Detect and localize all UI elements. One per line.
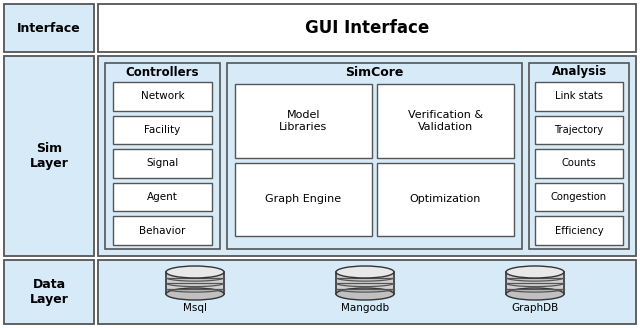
FancyBboxPatch shape — [377, 162, 514, 236]
FancyBboxPatch shape — [535, 216, 623, 245]
FancyBboxPatch shape — [98, 56, 636, 256]
Text: Trajectory: Trajectory — [554, 125, 604, 135]
FancyBboxPatch shape — [535, 183, 623, 212]
FancyBboxPatch shape — [227, 63, 522, 249]
FancyBboxPatch shape — [166, 272, 224, 294]
FancyBboxPatch shape — [105, 63, 220, 249]
FancyBboxPatch shape — [4, 56, 94, 256]
FancyBboxPatch shape — [4, 260, 94, 324]
Text: GraphDB: GraphDB — [511, 303, 559, 313]
Text: Counts: Counts — [562, 158, 596, 169]
Text: Congestion: Congestion — [551, 192, 607, 202]
Text: Facility: Facility — [145, 125, 180, 135]
Text: Behavior: Behavior — [140, 226, 186, 236]
Text: Link stats: Link stats — [555, 91, 603, 101]
Ellipse shape — [506, 288, 564, 300]
Text: Agent: Agent — [147, 192, 178, 202]
Text: Analysis: Analysis — [552, 66, 607, 78]
FancyBboxPatch shape — [113, 82, 212, 111]
FancyBboxPatch shape — [336, 272, 394, 294]
FancyBboxPatch shape — [535, 149, 623, 178]
FancyBboxPatch shape — [113, 115, 212, 144]
FancyBboxPatch shape — [529, 63, 629, 249]
FancyBboxPatch shape — [506, 272, 564, 294]
Ellipse shape — [166, 266, 224, 278]
Text: Optimization: Optimization — [410, 194, 481, 204]
Ellipse shape — [506, 266, 564, 278]
Text: Verification &
Validation: Verification & Validation — [408, 110, 483, 132]
FancyBboxPatch shape — [113, 183, 212, 212]
Text: Model
Libraries: Model Libraries — [280, 110, 328, 132]
Ellipse shape — [336, 266, 394, 278]
FancyBboxPatch shape — [113, 149, 212, 178]
Ellipse shape — [336, 288, 394, 300]
Ellipse shape — [166, 288, 224, 300]
FancyBboxPatch shape — [98, 4, 636, 52]
Text: Interface: Interface — [17, 22, 81, 34]
FancyBboxPatch shape — [535, 82, 623, 111]
Text: Mangodb: Mangodb — [341, 303, 389, 313]
Text: Sim
Layer: Sim Layer — [29, 142, 68, 170]
Text: Graph Engine: Graph Engine — [266, 194, 342, 204]
FancyBboxPatch shape — [377, 84, 514, 157]
FancyBboxPatch shape — [113, 216, 212, 245]
Text: SimCore: SimCore — [346, 66, 404, 78]
FancyBboxPatch shape — [235, 162, 372, 236]
Text: Network: Network — [141, 91, 184, 101]
FancyBboxPatch shape — [535, 115, 623, 144]
FancyBboxPatch shape — [98, 260, 636, 324]
Text: Data
Layer: Data Layer — [29, 278, 68, 306]
Text: GUI Interface: GUI Interface — [305, 19, 429, 37]
FancyBboxPatch shape — [235, 84, 372, 157]
Text: Msql: Msql — [183, 303, 207, 313]
Text: Efficiency: Efficiency — [555, 226, 604, 236]
FancyBboxPatch shape — [4, 4, 94, 52]
Text: Signal: Signal — [147, 158, 179, 169]
Text: Controllers: Controllers — [125, 66, 199, 78]
